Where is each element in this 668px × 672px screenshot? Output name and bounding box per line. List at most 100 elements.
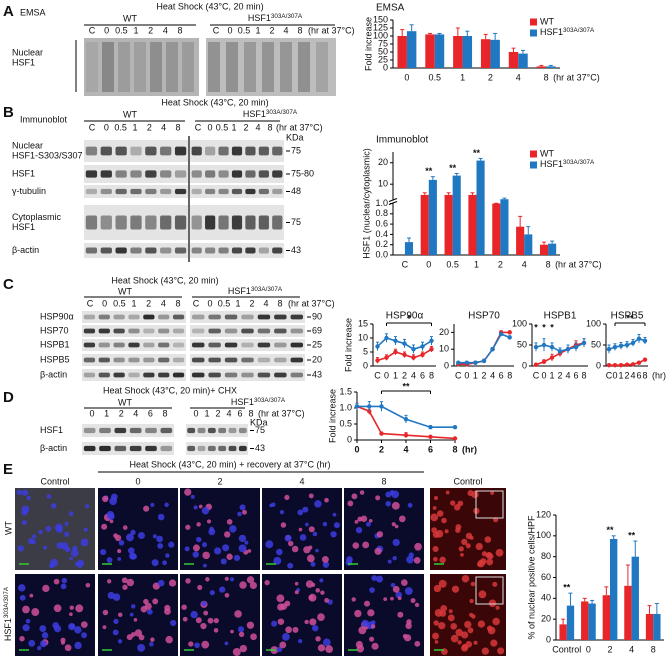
nucleus (201, 640, 210, 649)
blot-band (191, 342, 205, 348)
nucleus (209, 526, 214, 532)
blot-band (160, 146, 172, 156)
blot-band (218, 427, 227, 434)
blot (190, 311, 305, 323)
panel-label: EMSA (20, 7, 46, 17)
nucleus (213, 547, 222, 555)
row-label: HSF1-S303/S307 (12, 150, 83, 160)
nucleus (497, 647, 505, 655)
panel-letter: C (3, 276, 14, 293)
x-tick-label: 4 (411, 370, 416, 380)
nucleus (488, 599, 497, 608)
lane-label: 0 (193, 408, 198, 418)
x-tick-label: Control (552, 644, 581, 654)
nucleus (276, 548, 283, 556)
nucleus (276, 594, 285, 603)
size-marker: 69 (312, 325, 322, 335)
y-axis-label: Fold increase (363, 17, 373, 71)
point (375, 358, 380, 363)
nucleus (475, 542, 483, 551)
nucleus (368, 636, 375, 642)
nucleus (129, 552, 137, 560)
blot-band (85, 215, 98, 230)
point (549, 344, 555, 350)
blot-band (290, 357, 304, 363)
nucleus (242, 509, 247, 515)
lane-label: 1 (131, 298, 136, 308)
point (354, 404, 360, 409)
nucleus (181, 604, 187, 610)
nucleus (432, 506, 437, 510)
x-tick-label: C (455, 370, 462, 380)
chart-title: HSP70 (468, 311, 500, 322)
blot-band (205, 170, 216, 178)
lane-label: 4 (161, 298, 166, 308)
nucleus (102, 495, 109, 503)
y-tick-label: 0 (444, 360, 449, 370)
nucleus (185, 578, 191, 584)
nucleus (284, 534, 292, 542)
point (402, 352, 407, 357)
point (541, 359, 547, 364)
blot-band (208, 342, 221, 348)
blot-band (83, 314, 96, 320)
nucleus (400, 579, 408, 586)
blot-band (191, 328, 205, 334)
blot-band (208, 328, 221, 334)
nucleus (298, 639, 303, 644)
bar (476, 160, 485, 255)
nucleus (273, 556, 282, 565)
nucleus (288, 540, 294, 547)
nucleus (397, 596, 402, 601)
y-tick-label: 0 (546, 634, 551, 644)
blot-band (172, 314, 185, 320)
y-tick-label: 125 (373, 22, 388, 32)
text-part: HSF1 (540, 27, 563, 37)
row-label: HSF1 (12, 168, 35, 178)
bar (406, 31, 417, 68)
nucleus (22, 605, 30, 614)
blot-band (257, 372, 271, 378)
x-tick-label: 0 (464, 370, 469, 380)
y-tick-label: 150 (373, 14, 388, 24)
column-label: 8 (381, 476, 386, 486)
group-label: WT (123, 109, 137, 119)
blot-band (208, 357, 221, 363)
nucleus (280, 522, 287, 528)
nucleus (232, 648, 241, 656)
emsa-smear (244, 42, 256, 92)
point (464, 360, 470, 365)
nucleus (107, 579, 112, 584)
size-marker: 75 (291, 217, 301, 227)
x-tick-label: 8 (546, 259, 551, 269)
blot-band (241, 314, 254, 320)
nucleus (250, 633, 257, 641)
nucleus (117, 612, 123, 618)
nucleus (276, 646, 283, 653)
bar (524, 234, 533, 255)
blot-band (129, 445, 142, 452)
nucleus (488, 553, 494, 560)
nucleus (391, 522, 396, 527)
lane-label: 4 (163, 25, 168, 35)
x-tick-label: 4 (630, 370, 635, 380)
nucleus (249, 581, 257, 590)
nucleus (42, 584, 50, 593)
blot-band (197, 445, 206, 452)
y-tick-label: 10 (358, 332, 368, 342)
blot-band (258, 170, 269, 178)
blot-band (143, 342, 155, 348)
x-tick-label: 8 (507, 370, 512, 380)
nucleus (413, 556, 421, 564)
blot-band (99, 445, 111, 452)
lane-label: 6 (237, 408, 242, 418)
blot-band (191, 372, 205, 378)
nucleus (299, 534, 307, 541)
lane-label: 0 (89, 408, 94, 418)
emsa-smear (262, 42, 274, 92)
nucleus (194, 642, 200, 649)
lane-label: C (89, 25, 96, 35)
nucleus (195, 617, 202, 624)
blot-band (143, 314, 155, 320)
nucleus (312, 531, 318, 537)
